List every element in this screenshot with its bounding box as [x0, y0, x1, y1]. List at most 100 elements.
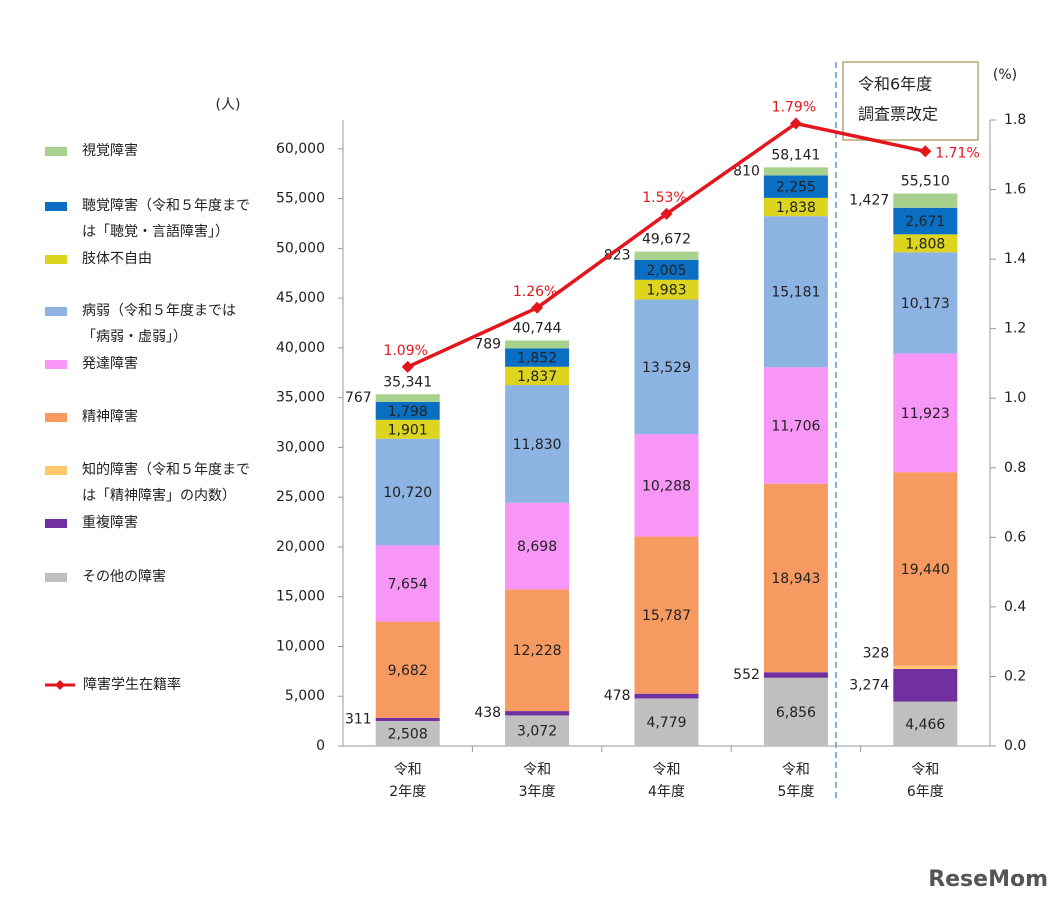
data-label: 12,228 [513, 643, 562, 659]
legend-swatch [45, 307, 67, 316]
data-label: 328 [863, 645, 890, 661]
y-tick-label: 10,000 [276, 638, 325, 654]
x-tick-label: 令和 6年度 [907, 762, 944, 800]
y-tick-label: 25,000 [276, 489, 325, 505]
legend-label: 発達障害 [82, 356, 138, 372]
data-label: 4,466 [905, 717, 945, 733]
data-label: 13,529 [642, 360, 691, 376]
data-label: 15,181 [771, 285, 820, 301]
y2-tick-label: 1.0 [1004, 390, 1026, 406]
data-label: 2,255 [776, 180, 816, 196]
y2-tick-label: 1.6 [1004, 182, 1026, 198]
data-label: 10,173 [901, 296, 950, 312]
bar-segment [763, 197, 828, 217]
bar-segment [893, 207, 958, 235]
data-label: 1,798 [388, 404, 428, 420]
y2-tick-label: 1.8 [1004, 112, 1026, 128]
data-label: 1,427 [849, 193, 889, 209]
data-label: 8,698 [517, 539, 557, 555]
data-label: 1,838 [776, 200, 816, 216]
legend-label: 障害学生在籍率 [83, 677, 181, 693]
bar-segment [634, 279, 699, 300]
rate-marker [789, 117, 802, 130]
rate-marker [919, 145, 932, 158]
y2-tick-label: 0.4 [1004, 599, 1026, 615]
data-label: 10,288 [642, 478, 691, 494]
x-tick-label: 令和 4年度 [648, 762, 685, 800]
legend-swatch [45, 202, 67, 211]
legend-label: 視覚障害 [82, 143, 138, 159]
bar-segment [634, 698, 699, 746]
y-tick-label: 60,000 [276, 141, 325, 157]
bar-segment [634, 251, 699, 260]
total-label: 58,141 [771, 147, 820, 163]
data-label: 3,274 [849, 677, 889, 693]
legend-item: 聴覚障害（令和５年度までは「聴覚・言語障害」） [45, 193, 260, 245]
legend-item: 病弱（令和５年度までは「病弱・虚弱」） [45, 298, 260, 350]
data-label: 7,654 [388, 576, 428, 592]
rate-label: 1.71% [935, 145, 979, 161]
x-tick-label: 令和 3年度 [519, 762, 556, 800]
data-label: 552 [733, 667, 760, 683]
bar-segment [375, 419, 440, 439]
rate-label: 1.53% [642, 190, 686, 206]
legend-item: 重複障害 [45, 510, 260, 536]
bar-segment [634, 259, 699, 280]
bar-segment [634, 434, 699, 537]
bar-segment [634, 299, 699, 435]
legend-label: 聴覚障害（令和５年度までは「聴覚・言語障害」） [82, 198, 250, 240]
watermark: ReseMom [928, 867, 1048, 892]
legend-label: 重複障害 [82, 515, 138, 531]
legend-swatch [45, 519, 67, 528]
y-axis-label: (人) [216, 97, 241, 113]
data-label: 438 [474, 705, 501, 721]
rate-marker [531, 301, 544, 314]
data-label: 1,837 [517, 369, 557, 385]
bar-segment [763, 367, 828, 484]
data-label: 3,072 [517, 724, 557, 740]
data-label: 1,852 [517, 351, 557, 367]
data-label: 2,005 [646, 263, 686, 279]
data-label: 1,983 [646, 283, 686, 299]
legend-swatch [45, 680, 75, 690]
data-label: 18,943 [771, 571, 820, 587]
data-label: 478 [604, 688, 631, 704]
legend-swatch [45, 147, 67, 156]
rate-label: 1.79% [772, 99, 816, 115]
bar-segment [375, 394, 440, 402]
legend-item: 障害学生在籍率 [45, 672, 260, 698]
legend-label: 肢体不自由 [82, 251, 152, 267]
x-tick-label: 令和 2年度 [389, 762, 426, 800]
bar-segment [375, 721, 440, 746]
annotation-box [842, 61, 979, 141]
legend-label: 病弱（令和５年度までは「病弱・虚弱」） [82, 303, 236, 345]
bar-segment [375, 438, 440, 546]
bar-segment [893, 234, 958, 253]
annotation: 調査票改定 [858, 105, 938, 124]
bar-segment [893, 668, 958, 702]
legend-item: その他の障害 [45, 564, 260, 590]
legend-item: 視覚障害 [45, 138, 260, 164]
bar-segment [634, 536, 699, 694]
data-label: 767 [345, 390, 372, 406]
bar-segment [505, 340, 570, 349]
bar-segment [893, 353, 958, 473]
bar-segment [763, 175, 828, 198]
y-tick-label: 50,000 [276, 240, 325, 256]
total-label: 49,672 [642, 232, 691, 248]
y2-tick-label: 0.6 [1004, 529, 1026, 545]
y-tick-label: 0 [316, 738, 325, 754]
data-label: 10,720 [383, 485, 432, 501]
rate-marker [401, 360, 414, 373]
bar-segment [763, 677, 828, 746]
legend-swatch [45, 413, 67, 422]
data-label: 11,706 [771, 418, 820, 434]
y-tick-label: 5,000 [285, 688, 325, 704]
bar-segment [893, 193, 958, 208]
y-tick-label: 30,000 [276, 439, 325, 455]
y-tick-label: 55,000 [276, 191, 325, 207]
legend-item: 発達障害 [45, 351, 260, 377]
legend-item: 肢体不自由 [45, 246, 260, 272]
data-label: 19,440 [901, 562, 950, 578]
